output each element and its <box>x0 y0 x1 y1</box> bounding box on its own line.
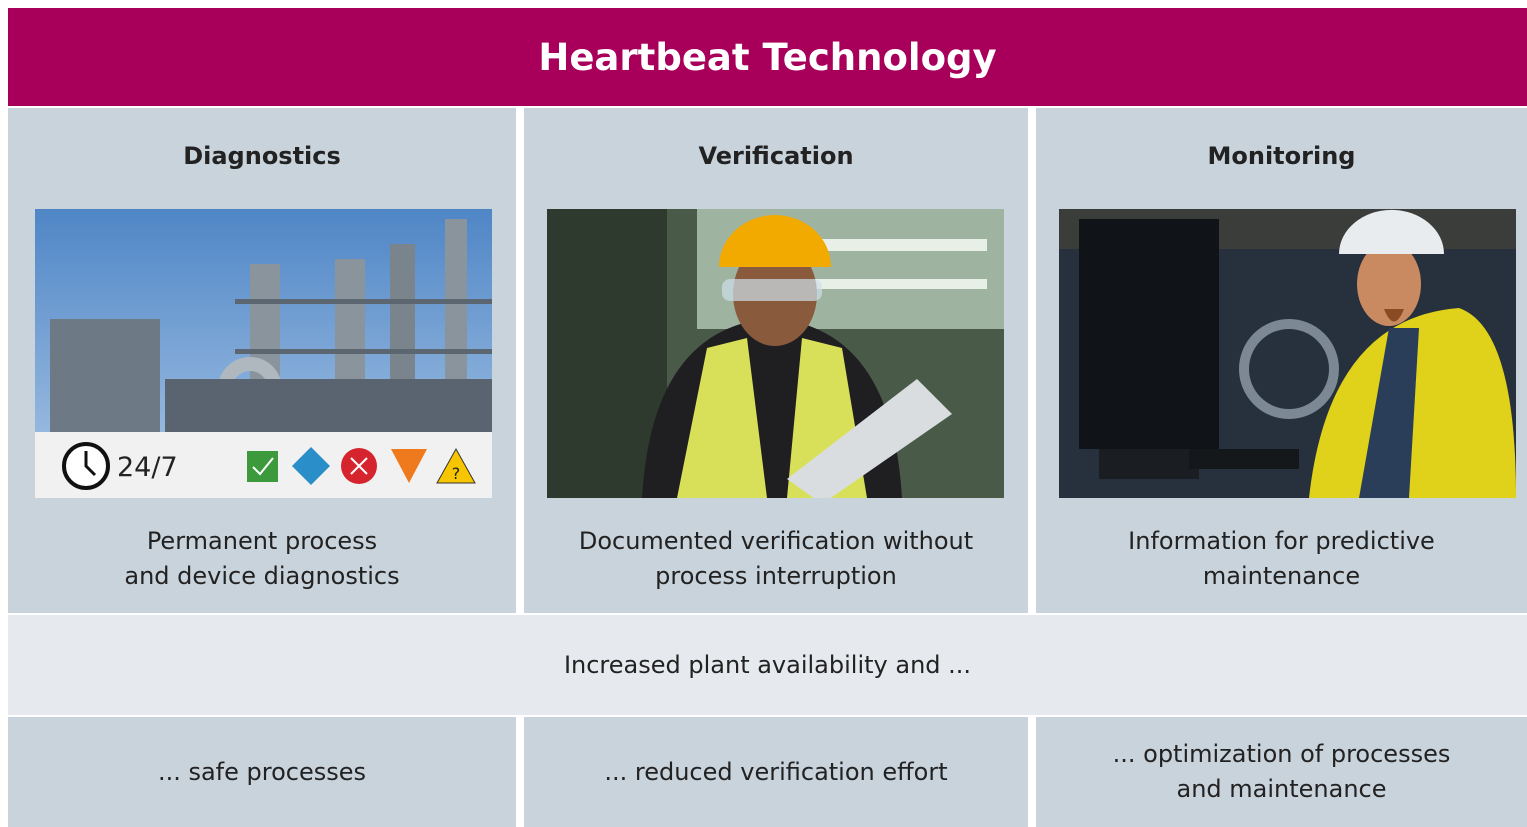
column-description: Permanent process and device diagnostics <box>8 524 516 594</box>
column-description: Information for predictive maintenance <box>1036 524 1527 594</box>
outcome-line: ... safe processes <box>158 755 366 790</box>
band-text: Increased plant availability and ... <box>8 615 1527 715</box>
column-description: Documented verification without process … <box>524 524 1028 594</box>
monitoring-image <box>1059 209 1516 498</box>
outcome-line: ... reduced verification effort <box>604 755 947 790</box>
description-line: maintenance <box>1036 559 1527 594</box>
column-title: Diagnostics <box>8 142 516 170</box>
outcome-line: ... optimization of processes <box>1113 737 1451 772</box>
description-line: and device diagnostics <box>8 559 516 594</box>
outcome: ... safe processes <box>8 717 516 827</box>
badge-text: 24/7 <box>117 452 178 483</box>
outcome-line: and maintenance <box>1176 772 1386 807</box>
column-title: Monitoring <box>1036 142 1527 170</box>
outcome: ... reduced verification effort <box>524 717 1028 827</box>
page: Heartbeat Technology Diagnostics Verific… <box>0 0 1527 827</box>
description-line: process interruption <box>524 559 1028 594</box>
plant-image: 24/7 ? <box>35 209 492 498</box>
description-line: Information for predictive <box>1036 524 1527 559</box>
svg-text:?: ? <box>452 464 461 483</box>
description-line: Permanent process <box>8 524 516 559</box>
outcome: ... optimization of processes and mainte… <box>1036 717 1527 827</box>
worker-image <box>547 209 1004 498</box>
column-title: Verification <box>524 142 1028 170</box>
description-line: Documented verification without <box>524 524 1028 559</box>
header-title: Heartbeat Technology <box>8 8 1527 106</box>
